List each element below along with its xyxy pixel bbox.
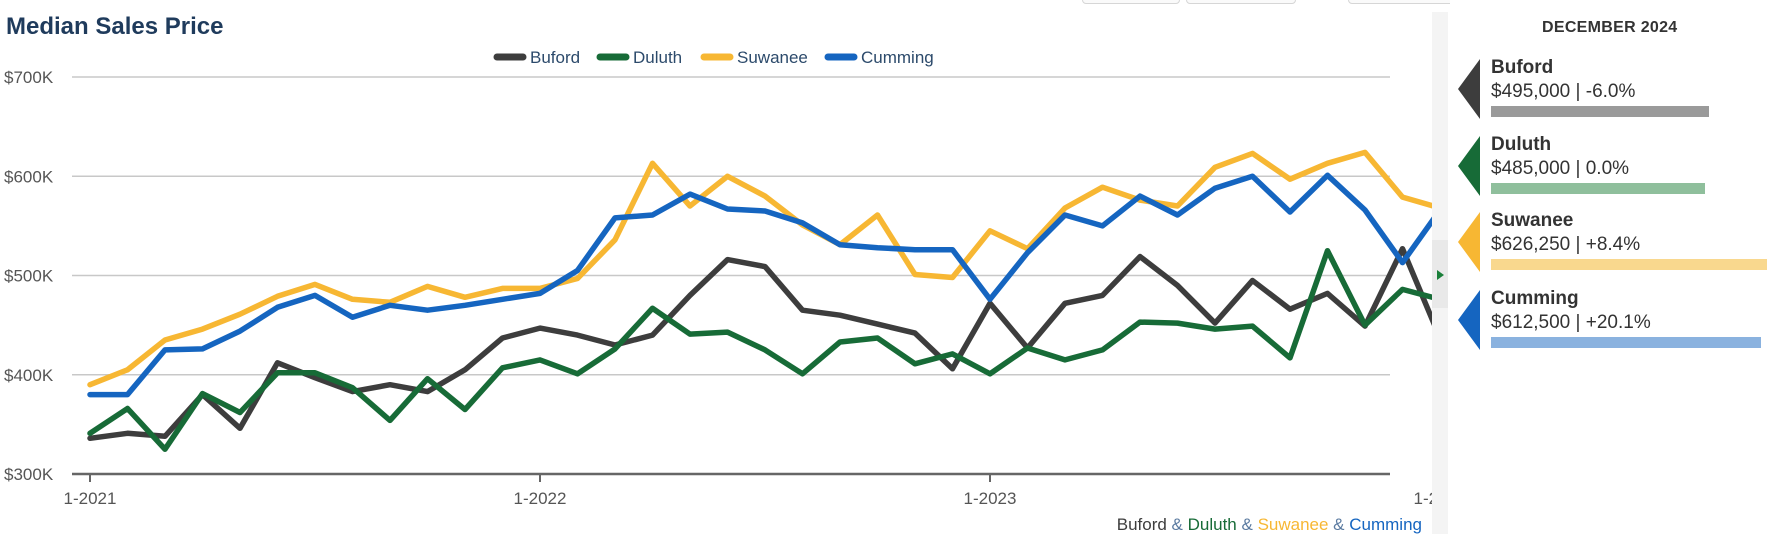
- card-value: $485,000 | 0.0%: [1491, 158, 1630, 179]
- card-marker: [1458, 59, 1480, 119]
- series-lines: [87, 149, 1432, 452]
- median-sales-price-chart: Median Sales Price $300K$400K$500K$600K$…: [4, 13, 1432, 534]
- chart-footer: Buford & Duluth & Suwanee & Cumming: [1117, 515, 1422, 534]
- side-panel-month: DECEMBER 2024: [1542, 19, 1678, 36]
- card-name: Cumming: [1491, 288, 1579, 309]
- series-line-buford: [87, 245, 1432, 442]
- x-tick-label: 1-2021: [64, 489, 117, 508]
- card-bar: [1491, 106, 1709, 117]
- legend-label: Suwanee: [737, 48, 808, 67]
- y-tick-label: $500K: [4, 267, 54, 286]
- y-axis-labels: $300K $400K $500K $600K $700K: [4, 68, 54, 484]
- chart-title: Median Sales Price: [6, 13, 223, 40]
- card-name: Duluth: [1491, 134, 1552, 155]
- y-tick-label: $700K: [4, 68, 54, 87]
- x-tick-label: 1-2022: [514, 489, 567, 508]
- series-line-duluth: [87, 247, 1432, 452]
- grid: [72, 76, 1390, 376]
- x-tick-label: 1-2023: [964, 489, 1017, 508]
- chevron-right-icon: [1437, 270, 1444, 280]
- legend-label: Buford: [530, 48, 580, 67]
- card-value: $495,000 | -6.0%: [1491, 81, 1636, 102]
- legend: Buford Duluth Suwanee Cumming: [493, 48, 934, 67]
- card-bar: [1491, 337, 1761, 348]
- series-line-cumming: [87, 172, 1432, 398]
- card-marker: [1458, 136, 1480, 196]
- y-tick-label: $400K: [4, 366, 54, 385]
- card-bar: [1491, 183, 1705, 194]
- card-marker: [1458, 212, 1480, 272]
- legend-label: Duluth: [633, 48, 682, 67]
- card-bar: [1491, 259, 1767, 270]
- x-tick-label: 1-2024: [1414, 489, 1432, 508]
- footer-series-names: Buford & Duluth & Suwanee & Cumming: [1117, 515, 1422, 534]
- series-line-suwanee: [87, 149, 1432, 388]
- card-name: Suwanee: [1491, 210, 1574, 231]
- y-tick-label: $300K: [4, 465, 54, 484]
- card-value: $612,500 | +20.1%: [1491, 312, 1651, 333]
- legend-label: Cumming: [861, 48, 934, 67]
- card-marker: [1458, 290, 1480, 350]
- card-name: Buford: [1491, 57, 1554, 78]
- y-tick-label: $600K: [4, 167, 54, 186]
- x-axis: 1-2021 1-2022 1-2023 1-2024: [64, 472, 1432, 508]
- card-value: $626,250 | +8.4%: [1491, 234, 1641, 255]
